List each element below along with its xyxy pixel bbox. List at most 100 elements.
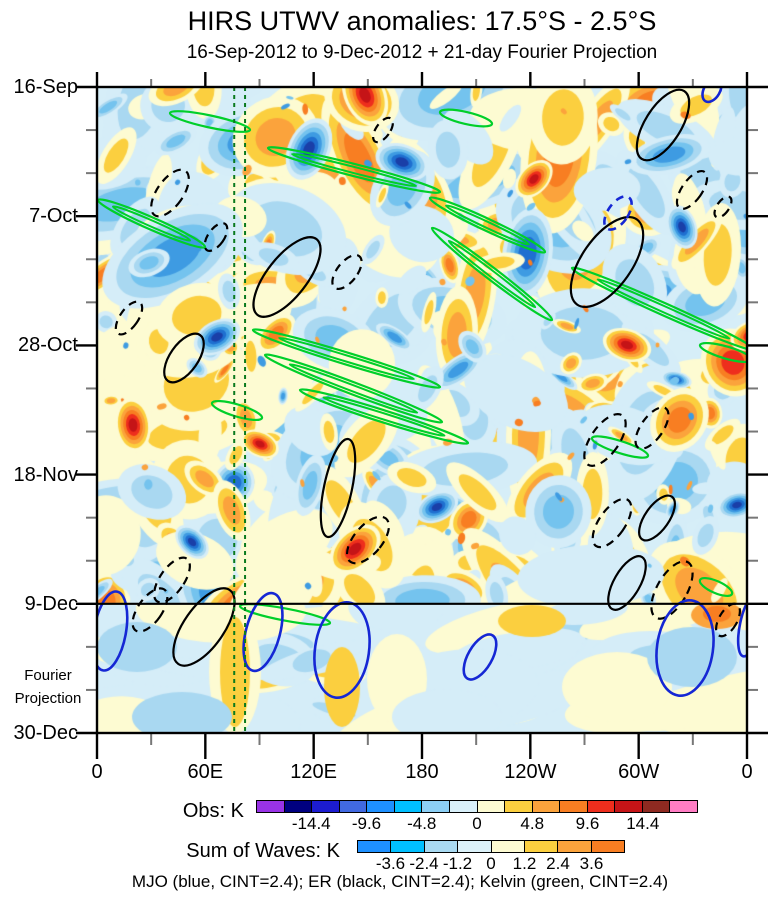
colorbar-segment [424, 841, 459, 852]
kelvin-wave-contour [698, 576, 734, 598]
colorbar-tick-label: -3.6 [375, 854, 406, 873]
kelvin-wave-contour [698, 341, 747, 364]
colorbar-segment [505, 801, 533, 812]
er-wave-contour [607, 555, 647, 611]
colorbar-tick-label: -9.6 [351, 814, 382, 833]
colorbar-segment [394, 801, 423, 812]
wave-contour-overlay [97, 87, 747, 699]
colorbar-segment [391, 841, 425, 852]
colorbar-segment [587, 801, 616, 812]
x-tick-label: 0 [91, 761, 103, 783]
colorbar-tick-label: -2.4 [409, 854, 439, 873]
colorbar-segment [560, 801, 588, 812]
er-wave-contour [591, 497, 633, 549]
mjo-wave-contour [655, 599, 715, 697]
y-tick-label: 9-Dec [24, 592, 78, 615]
er-wave-contour [153, 556, 191, 604]
colorbar-segment [358, 841, 392, 852]
er-wave-contour [634, 406, 670, 450]
obs-colorbar [256, 800, 698, 813]
colorbar-segment [339, 801, 368, 812]
x-tick-label: 180 [405, 761, 439, 783]
er-wave-contour [345, 515, 391, 565]
kelvin-wave-contour-inner [447, 239, 537, 309]
fourier-projection-label: Fourier Projection [2, 664, 94, 710]
obs-colorbar-label: Obs: K [182, 800, 244, 822]
er-wave-contour [372, 116, 394, 144]
colorbar-tick-label: 0 [486, 854, 496, 873]
er-wave-contour [150, 168, 190, 218]
colorbar-tick-label: 14.4 [626, 814, 660, 833]
kelvin-wave-contour-inner [278, 336, 415, 381]
mjo-wave-contour [242, 591, 284, 673]
colorbar-segment [532, 801, 561, 812]
fourier-projection-label-line2: Projection [14, 690, 82, 707]
colorbar-segment [367, 801, 395, 812]
er-wave-contour [114, 300, 144, 336]
er-wave-contour [635, 88, 691, 162]
er-wave-contour [131, 587, 169, 633]
kelvin-wave-contour [263, 353, 444, 424]
mjo-wave-contour [701, 87, 723, 104]
kelvin-wave-contour-inner [596, 278, 731, 340]
er-wave-contour [172, 587, 236, 667]
colorbar-segment [458, 841, 492, 852]
chart-title: HIRS UTWV anomalies: 17.5°S - 2.5°S [187, 6, 657, 36]
sum-of-waves-colorbar-label: Sum of Waves: K [186, 840, 340, 862]
mjo-wave-contour [462, 633, 498, 681]
kelvin-wave-contour [438, 108, 494, 128]
sum-of-waves-colorbar [357, 840, 625, 853]
colorbar-tick-label: 1.2 [512, 854, 537, 873]
colorbar-segment [491, 841, 525, 852]
y-tick-label: 28-Oct [17, 334, 78, 357]
x-tick-label: 120W [504, 761, 557, 783]
x-tick-label: 60E [187, 761, 224, 783]
mjo-wave-contour [97, 590, 129, 672]
er-wave-contour [675, 169, 709, 211]
x-tick-label: 0 [741, 761, 753, 783]
fourier-projection-label-line1: Fourier [24, 667, 72, 684]
er-wave-contour [203, 222, 229, 252]
colorbar-segment [558, 841, 592, 852]
colorbar-tick-label: 4.8 [520, 814, 545, 833]
kelvin-wave-contour [238, 603, 332, 626]
y-tick-label: 30-Dec [13, 722, 78, 744]
y-tick-label: 18-Nov [13, 463, 78, 486]
kelvin-wave-contour-inner [322, 396, 446, 437]
colorbar-tick-label: -1.2 [442, 854, 473, 873]
y-tick-label: 16-Sep [13, 76, 79, 98]
colorbar-segment [642, 801, 671, 812]
er-wave-contour [650, 560, 694, 620]
er-wave-contour [331, 253, 363, 291]
colorbar-segment [284, 801, 313, 812]
colorbar-segment [477, 801, 506, 812]
kelvin-wave-contour [590, 435, 650, 459]
colorbar-segment [422, 801, 450, 812]
kelvin-wave-contour-inner [291, 152, 417, 188]
colorbar-segment [449, 801, 478, 812]
er-wave-contour [319, 437, 357, 539]
y-tick-label: 7-Oct [29, 205, 78, 228]
er-wave-contour [713, 195, 733, 219]
colorbar-tick-label: -14.4 [291, 814, 331, 833]
x-tick-label: 60W [618, 761, 660, 783]
colorbar-tick-label: 9.6 [575, 814, 600, 833]
er-wave-contour [163, 332, 205, 384]
er-wave-contour [583, 413, 627, 467]
mjo-wave-contour [313, 601, 371, 699]
x-tick-label: 120E [290, 761, 338, 783]
colorbar-segment [670, 801, 697, 812]
chart-subtitle: 16-Sep-2012 to 9-Dec-2012 + 21-day Fouri… [186, 42, 658, 63]
kelvin-wave-contour [428, 196, 547, 254]
kelvin-wave-contour [266, 146, 442, 194]
colorbar-segment [312, 801, 340, 812]
kelvin-wave-contour [430, 226, 554, 322]
er-wave-contour [638, 494, 676, 542]
colorbar-tick-label: -4.8 [407, 814, 437, 833]
colorbar-tick-label: 2.4 [546, 854, 570, 873]
colorbar-tick-label: 3.6 [579, 854, 604, 873]
kelvin-wave-contour [210, 399, 264, 422]
colorbar-segment [257, 801, 285, 812]
colorbar-tick-label: 0 [472, 814, 482, 833]
